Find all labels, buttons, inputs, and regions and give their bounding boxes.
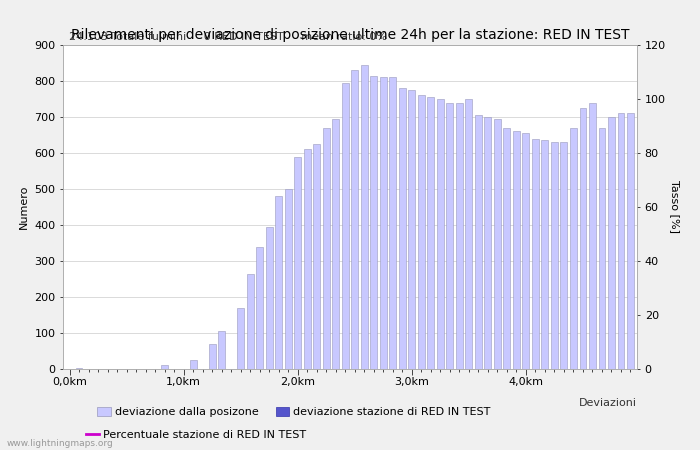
Bar	[598, 128, 606, 369]
Bar	[408, 90, 415, 369]
Bar	[608, 117, 615, 369]
Text: 24.103 Totale fulmini     0 RED IN TEST     mean ratio: 0%: 24.103 Totale fulmini 0 RED IN TEST mean…	[69, 32, 386, 42]
Bar	[475, 115, 482, 369]
Bar	[295, 157, 301, 369]
Bar	[247, 274, 253, 369]
Legend: Percentuale stazione di RED IN TEST: Percentuale stazione di RED IN TEST	[85, 429, 307, 440]
Bar	[275, 196, 282, 369]
Bar	[380, 77, 386, 369]
Bar	[580, 108, 586, 369]
Bar	[76, 368, 83, 369]
Bar	[256, 247, 263, 369]
Bar	[466, 99, 472, 369]
Text: www.lightningmaps.org: www.lightningmaps.org	[7, 439, 113, 448]
Y-axis label: Numero: Numero	[19, 185, 29, 229]
Title: Rilevamenti per deviazione di posizione ultime 24h per la stazione: RED IN TEST: Rilevamenti per deviazione di posizione …	[71, 28, 629, 42]
Bar	[532, 139, 538, 369]
Text: Deviazioni: Deviazioni	[579, 398, 637, 408]
Bar	[627, 113, 634, 369]
Bar	[513, 131, 519, 369]
Y-axis label: Tasso [%]: Tasso [%]	[670, 180, 680, 234]
Bar	[209, 344, 216, 369]
Bar	[437, 99, 444, 369]
Bar	[162, 365, 168, 369]
Bar	[342, 83, 349, 369]
Bar	[218, 331, 225, 369]
Bar	[399, 88, 405, 369]
Bar	[370, 76, 377, 369]
Bar	[237, 308, 244, 369]
Bar	[561, 142, 567, 369]
Bar	[389, 77, 396, 369]
Bar	[428, 97, 434, 369]
Bar	[551, 142, 558, 369]
Bar	[522, 133, 529, 369]
Bar	[190, 360, 197, 369]
Bar	[589, 103, 596, 369]
Bar	[617, 113, 624, 369]
Bar	[323, 128, 330, 369]
Legend: deviazione dalla posizone, deviazione stazione di RED IN TEST: deviazione dalla posizone, deviazione st…	[97, 407, 491, 418]
Bar	[351, 70, 358, 369]
Bar	[570, 128, 577, 369]
Bar	[503, 128, 510, 369]
Bar	[418, 95, 425, 369]
Bar	[266, 227, 272, 369]
Bar	[314, 144, 320, 369]
Bar	[456, 103, 463, 369]
Bar	[304, 149, 311, 369]
Bar	[361, 65, 368, 369]
Bar	[285, 189, 292, 369]
Bar	[447, 103, 453, 369]
Bar	[494, 119, 500, 369]
Bar	[542, 140, 548, 369]
Bar	[332, 119, 339, 369]
Bar	[484, 117, 491, 369]
